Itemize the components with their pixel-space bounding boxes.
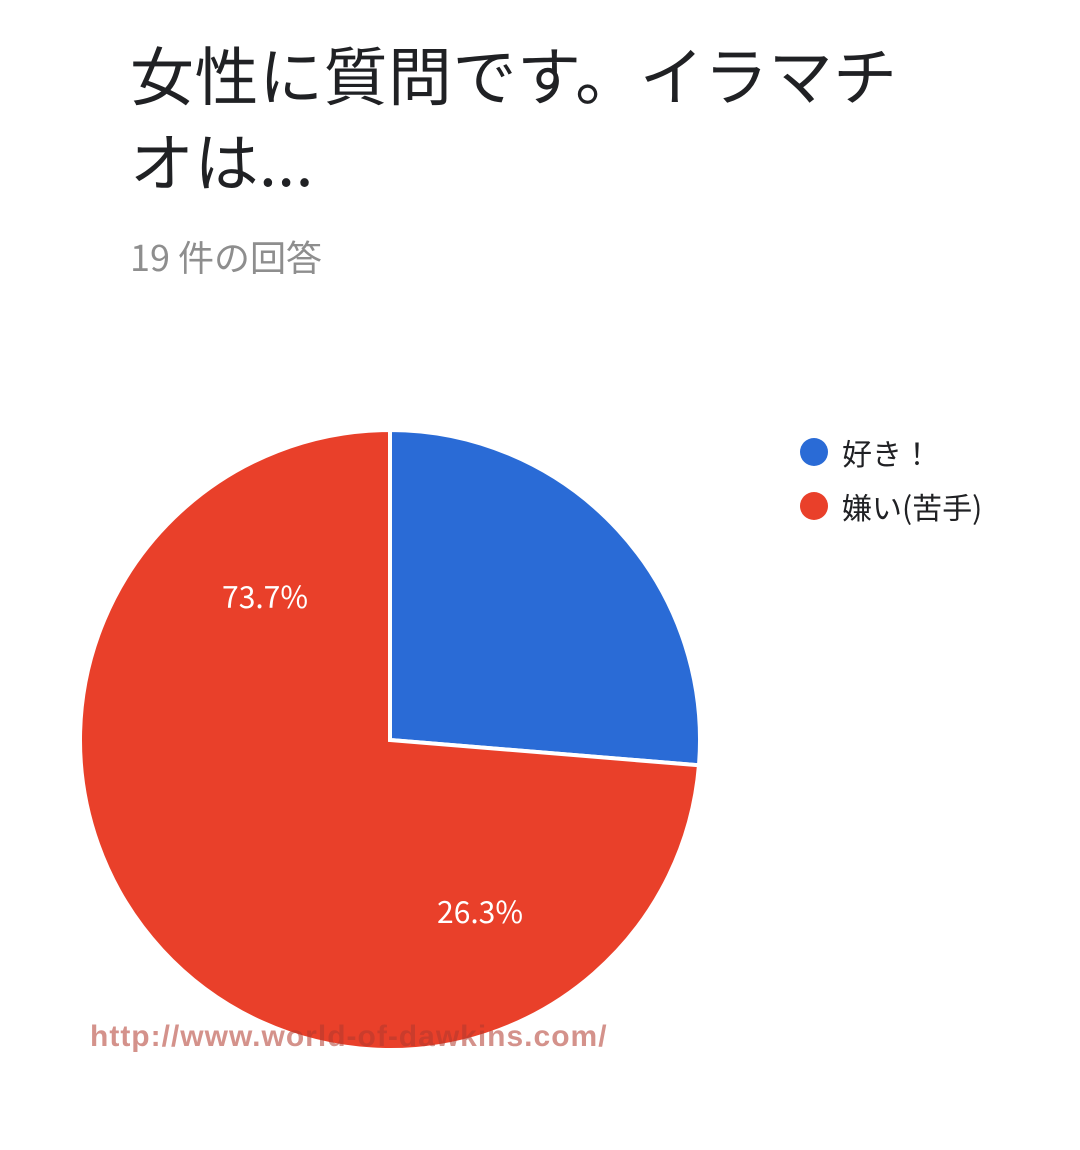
chart-title: 女性に質問です。イラマチオは... (130, 30, 950, 203)
slice-label-like: 26.3% (437, 888, 523, 932)
legend-label: 嫌い(苦手) (842, 484, 982, 528)
legend-dot-icon (800, 492, 828, 520)
chart-container: 女性に質問です。イラマチオは... 19 件の回答 26.3% 73.7% 好き！… (0, 0, 1080, 1150)
legend-dot-icon (800, 438, 828, 466)
response-count: 19 件の回答 (130, 230, 322, 282)
pie-chart: 26.3% 73.7% (70, 420, 710, 1060)
watermark-text: http://www.world-of-dawkins.com/ (90, 1020, 608, 1054)
legend-label: 好き！ (842, 430, 932, 474)
pie-slice-like (390, 430, 700, 765)
legend-item-dislike: 嫌い(苦手) (800, 484, 982, 528)
legend-item-like: 好き！ (800, 430, 982, 474)
slice-label-dislike: 73.7% (222, 573, 308, 617)
legend: 好き！ 嫌い(苦手) (800, 430, 982, 538)
